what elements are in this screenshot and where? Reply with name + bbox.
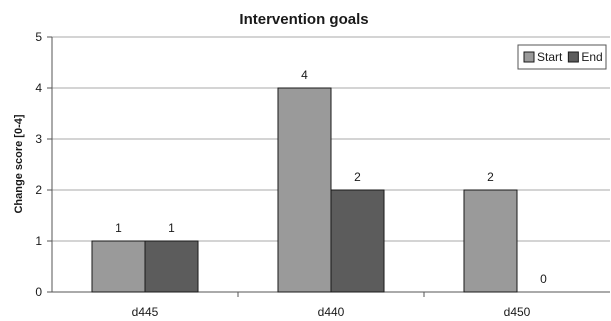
y-tick-label: 3: [35, 132, 42, 146]
plot-area: 0 1 2 3 4 5 1 1 d445 4 2 d440 2 0 d450: [35, 30, 610, 319]
data-label: 1: [115, 221, 122, 235]
legend: Start End: [517, 44, 607, 70]
data-label: 4: [301, 68, 308, 82]
y-tick-label: 5: [35, 30, 42, 44]
x-tick-label: d450: [504, 305, 531, 319]
y-tick-label: 4: [35, 81, 42, 95]
x-tick-label: d445: [132, 305, 159, 319]
bar-start-d440: [277, 87, 332, 293]
bar-end-d445: [144, 240, 199, 293]
bar-end-d440: [330, 189, 385, 293]
y-axis-label: Change score [0-4]: [13, 114, 25, 213]
legend-swatch-end: [567, 51, 579, 63]
bar-start-d450: [463, 189, 518, 293]
y-tick-label: 1: [35, 234, 42, 248]
legend-label-start: Start: [537, 50, 563, 64]
legend-swatch-start: [523, 51, 535, 63]
x-tick-label: d440: [318, 305, 345, 319]
data-label: 1: [168, 221, 175, 235]
data-label: 2: [354, 170, 361, 184]
y-tick-label: 0: [35, 285, 42, 299]
data-label: 0: [540, 272, 547, 286]
legend-label-end: End: [581, 50, 602, 64]
data-label: 2: [487, 170, 494, 184]
chart-title: Intervention goals: [239, 11, 368, 28]
y-tick-label: 2: [35, 183, 42, 197]
bar-start-d445: [91, 240, 146, 293]
